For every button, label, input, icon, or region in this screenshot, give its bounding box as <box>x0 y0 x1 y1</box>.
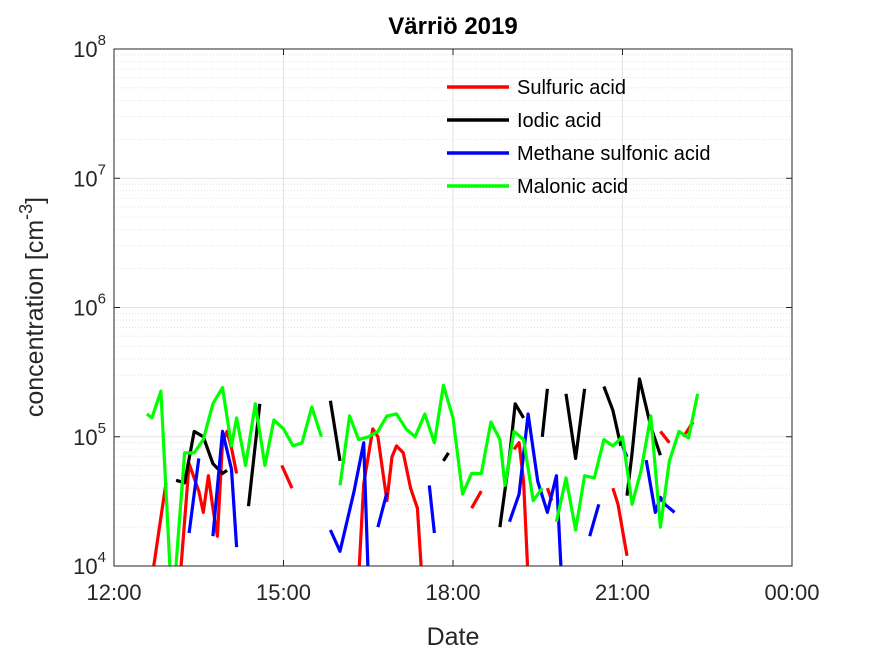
series-line-segment <box>470 490 483 509</box>
series-line-segment <box>174 386 323 566</box>
series-line-segment <box>280 464 294 489</box>
x-axis-label: Date <box>427 623 480 651</box>
chart-title: Värriö 2019 <box>388 13 517 40</box>
series-line-segment <box>507 412 563 566</box>
series-line-segment <box>554 393 700 532</box>
y-axis-label-suffix: ] <box>21 197 49 204</box>
series-methane-sulfonic-acid <box>187 412 676 566</box>
y-tick-label: 105 <box>73 420 106 450</box>
series-line-segment <box>187 458 201 534</box>
x-tick-labels: 12:00 15:00 18:00 21:00 00:00 <box>86 580 819 605</box>
series-line-segment <box>611 487 629 557</box>
y-axis-label: concentration [cm-3] <box>16 197 49 417</box>
series-line-segment <box>644 459 676 515</box>
series-line-segment <box>442 452 450 462</box>
series-line-segment <box>564 388 587 460</box>
legend-entry: Malonic acid <box>517 176 628 198</box>
series-line-segment <box>328 441 370 566</box>
y-axis-label-exponent: -3 <box>16 204 36 220</box>
series-malonic-acid <box>145 383 700 566</box>
series-line-segment <box>338 383 544 503</box>
y-tick-label: 107 <box>73 161 106 191</box>
series-line-segment <box>588 503 601 537</box>
x-tick-label: 15:00 <box>256 580 311 605</box>
y-tick-label: 106 <box>73 291 106 321</box>
x-tick-label: 00:00 <box>764 580 819 605</box>
series-line-segment <box>659 430 671 444</box>
x-tick-label: 21:00 <box>595 580 650 605</box>
series-line-segment <box>211 429 239 548</box>
legend-entry: Sulfuric acid <box>517 77 626 99</box>
series-line-segment <box>357 427 423 566</box>
legend: Sulfuric acid Iodic acid Methane sulfonic … <box>447 77 710 198</box>
series-line-segment <box>328 400 342 462</box>
y-tick-label: 108 <box>73 32 106 62</box>
series-line-segment <box>145 389 172 566</box>
series-line-segment <box>540 388 549 437</box>
series-line-segment <box>498 402 525 528</box>
series-line-segment <box>376 492 389 528</box>
series-layer <box>145 377 700 566</box>
x-tick-label: 12:00 <box>86 580 141 605</box>
legend-entry: Methane sulfonic acid <box>517 143 710 165</box>
y-tick-label: 104 <box>73 549 106 579</box>
legend-entry: Iodic acid <box>517 110 602 132</box>
y-tick-labels: 104 105 106 107 108 <box>73 32 106 579</box>
series-line-segment <box>152 482 168 566</box>
series-line-segment <box>602 385 623 447</box>
tick-marks <box>113 48 793 567</box>
x-tick-label: 18:00 <box>425 580 480 605</box>
series-line-segment <box>427 485 436 534</box>
y-axis-label-main: concentration [cm <box>21 220 49 417</box>
